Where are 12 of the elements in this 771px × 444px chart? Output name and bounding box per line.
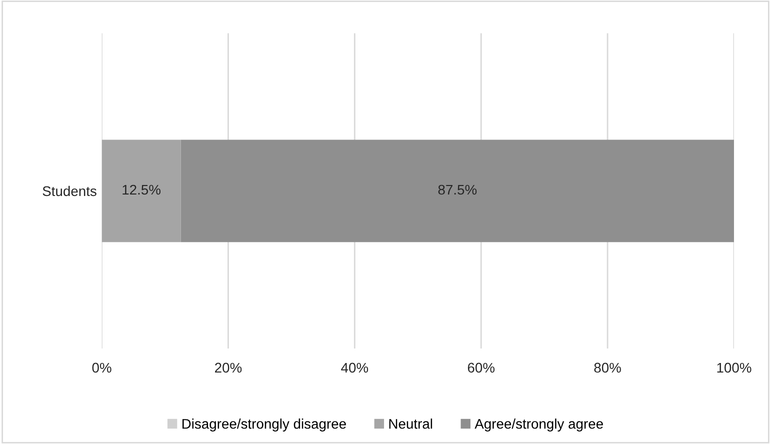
- x-tick-label: 0%: [92, 362, 112, 373]
- data-label: 12.5%: [122, 184, 160, 195]
- legend-label: Neutral: [389, 418, 432, 429]
- legend-label: Agree/strongly agree: [474, 418, 603, 432]
- x-tick-label: 80%: [594, 362, 621, 373]
- x-tick-label: 60%: [468, 362, 495, 373]
- x-tick-label: 100%: [717, 362, 752, 373]
- x-tick-label: 20%: [215, 362, 242, 373]
- data-label: 87.5%: [438, 184, 477, 195]
- y-tick-label: Students: [42, 186, 96, 196]
- x-tick-label: 40%: [341, 362, 368, 373]
- legend-label: Disagree/strongly disagree: [182, 418, 346, 432]
